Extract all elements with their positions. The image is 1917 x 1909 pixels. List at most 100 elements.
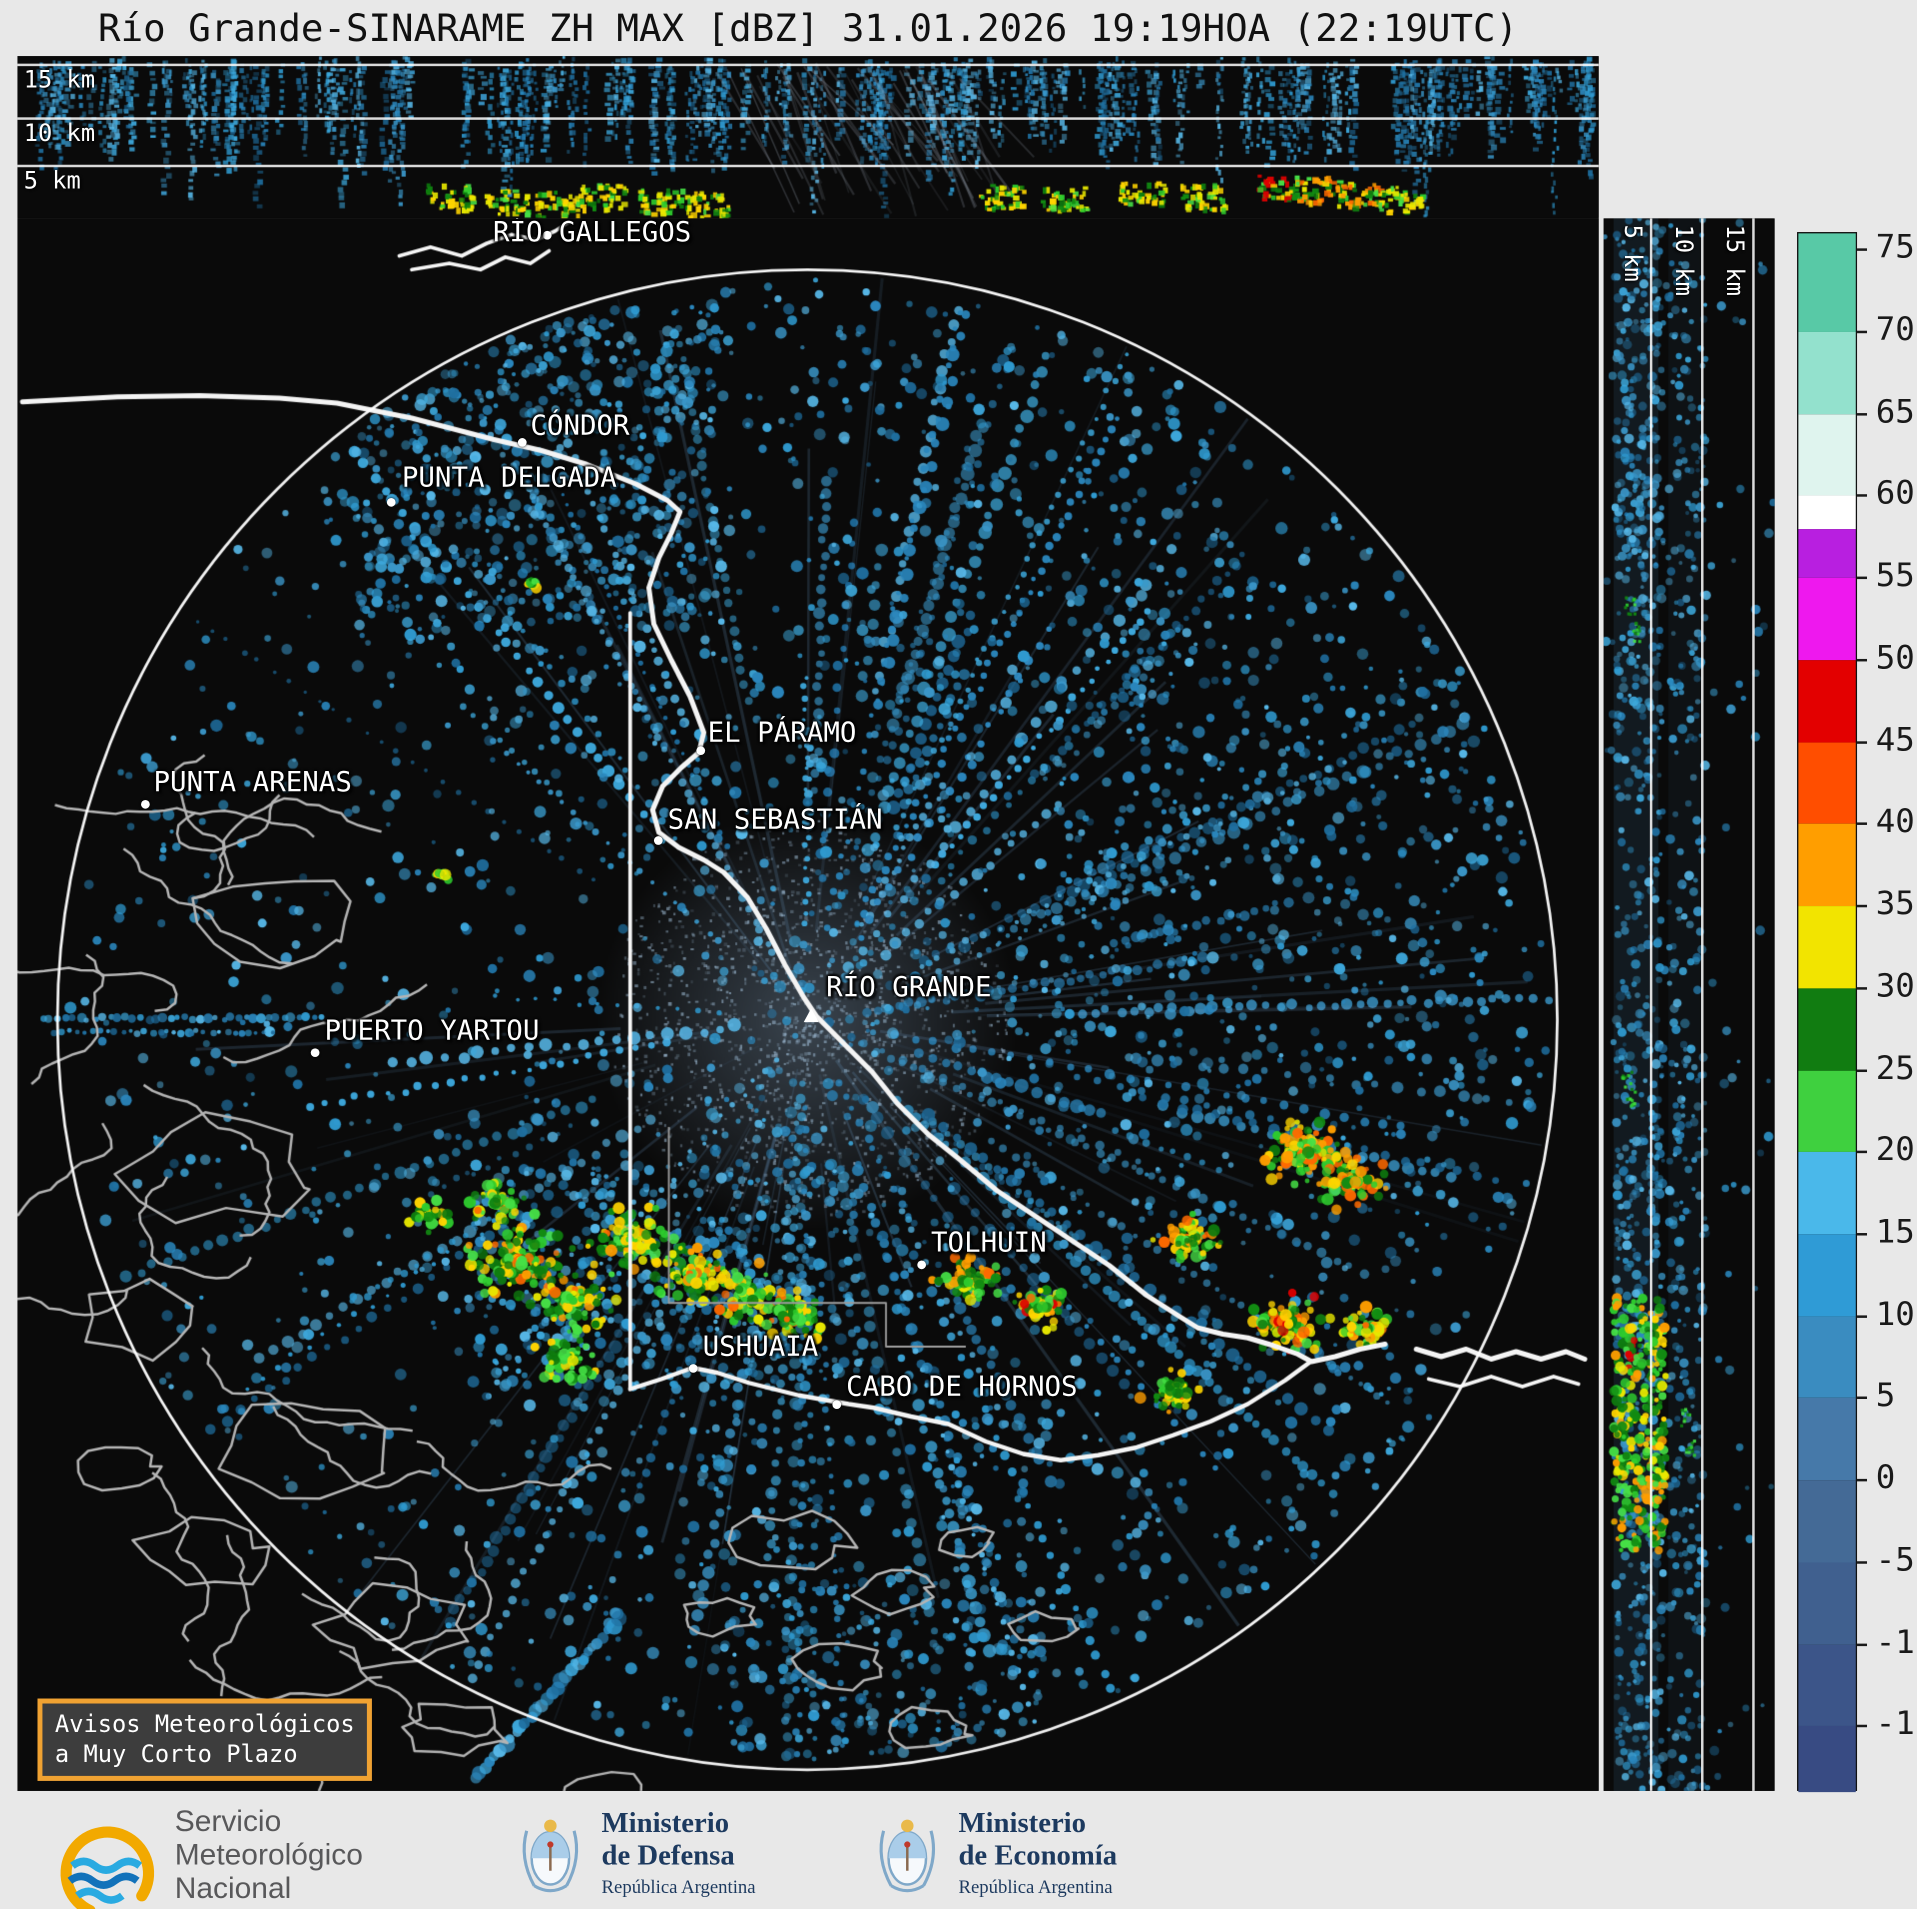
cross-section-top-panel: 15 km 10 km 5 km bbox=[17, 56, 1599, 219]
colorbar-tick bbox=[1857, 1643, 1868, 1646]
colorbar-tick bbox=[1857, 1561, 1868, 1564]
economia-line1: Ministerio bbox=[958, 1807, 1087, 1839]
defensa-line1: Ministerio bbox=[601, 1807, 730, 1839]
colorbar-tick bbox=[1857, 412, 1868, 416]
city-label: CABO DE HORNOS bbox=[846, 1371, 1078, 1403]
warning-banner: Avisos Meteorológicos a Muy Corto Plazo bbox=[37, 1698, 373, 1781]
coat-of-arms-icon bbox=[879, 1819, 936, 1893]
colorbar-tick bbox=[1857, 822, 1868, 826]
height-gridline bbox=[1649, 218, 1653, 1791]
colorbar-tick-label: 60 bbox=[1875, 475, 1915, 513]
economia-line3: República Argentina bbox=[958, 1878, 1113, 1899]
colorbar-tick bbox=[1857, 576, 1868, 580]
economia-line2: de Economía bbox=[958, 1839, 1118, 1871]
radar-site-marker bbox=[803, 1008, 819, 1023]
city-label: TOLHUIN bbox=[931, 1228, 1047, 1260]
defensa-line2: de Defensa bbox=[601, 1839, 735, 1871]
colorbar-tick-label: -10 bbox=[1875, 1623, 1917, 1662]
city-label: CÓNDOR bbox=[530, 410, 630, 442]
colorbar-segment bbox=[1798, 1152, 1856, 1235]
colorbar-tick-label: 70 bbox=[1875, 311, 1915, 349]
city-dot bbox=[140, 799, 150, 809]
colorbar-tick-label: 0 bbox=[1875, 1459, 1896, 1498]
height-label: 5 km bbox=[23, 167, 81, 195]
colorbar-tick bbox=[1857, 1233, 1868, 1236]
colorbar-tick-label: 5 bbox=[1875, 1377, 1896, 1416]
colorbar-segment bbox=[1798, 233, 1856, 332]
colorbar-tick-label: 20 bbox=[1875, 1131, 1915, 1170]
colorbar-tick-label: 45 bbox=[1875, 721, 1915, 759]
colorbar-tick-label: 55 bbox=[1875, 557, 1915, 595]
height-gridline bbox=[17, 117, 1599, 120]
warning-line-1: Avisos Meteorológicos bbox=[54, 1711, 355, 1739]
city-dot bbox=[916, 1259, 926, 1269]
colorbar-segment bbox=[1798, 331, 1856, 414]
city-label: RÍO GALLEGOS bbox=[492, 218, 692, 249]
colorbar-segment bbox=[1798, 1234, 1856, 1317]
colorbar-tick-label: -5 bbox=[1875, 1541, 1915, 1580]
colorbar-segment bbox=[1798, 824, 1856, 907]
city-label: USHUAIA bbox=[702, 1331, 819, 1363]
city-dot bbox=[653, 835, 663, 845]
colorbar-tick bbox=[1857, 1479, 1868, 1482]
colorbar-segment bbox=[1798, 413, 1856, 496]
defensa-line3: República Argentina bbox=[601, 1878, 756, 1899]
colorbar-tick-label: -15 bbox=[1875, 1705, 1917, 1744]
city-dot bbox=[517, 437, 527, 447]
cross-section-top-canvas bbox=[17, 56, 1599, 219]
colorbar-tick bbox=[1857, 740, 1868, 744]
colorbar-tick bbox=[1857, 1150, 1868, 1154]
ppi-map-panel: Avisos Meteorológicos a Muy Corto Plazo … bbox=[17, 218, 1599, 1791]
colorbar-tick-label: 75 bbox=[1875, 229, 1915, 267]
height-gridline bbox=[17, 63, 1599, 67]
colorbar-tick bbox=[1857, 1315, 1868, 1318]
colorbar-tick-label: 30 bbox=[1875, 967, 1915, 1005]
smn-logo-block: Servicio Meteorológico Nacional Argentin… bbox=[57, 1804, 363, 1909]
city-label: EL PÁRAMO bbox=[707, 717, 857, 749]
colorbar-segment bbox=[1798, 1644, 1856, 1727]
defensa-logo-block: Ministerio de Defensa República Argentin… bbox=[517, 1807, 756, 1904]
city-dot bbox=[542, 230, 551, 239]
smn-logo-icon bbox=[60, 1826, 155, 1909]
colorbar-segment bbox=[1798, 1562, 1856, 1645]
cross-section-side-canvas bbox=[1603, 218, 1775, 1791]
city-label: SAN SEBASTIÁN bbox=[667, 804, 883, 837]
height-gridline bbox=[17, 164, 1599, 168]
colorbar-tick-label: 35 bbox=[1875, 885, 1915, 923]
city-label: PUERTO YARTOU bbox=[324, 1015, 540, 1048]
colorbar-segment bbox=[1798, 495, 1856, 529]
height-label: 15 km bbox=[1720, 224, 1749, 297]
colorbar-tick bbox=[1857, 330, 1868, 334]
colorbar-tick bbox=[1857, 986, 1868, 990]
colorbar-tick bbox=[1857, 1725, 1868, 1728]
city-label: PUNTA ARENAS bbox=[153, 767, 352, 799]
colorbar-tick bbox=[1857, 658, 1868, 662]
colorbar-segment bbox=[1798, 528, 1856, 578]
colorbar-tick-label: 40 bbox=[1875, 803, 1915, 841]
warning-line-2: a Muy Corto Plazo bbox=[54, 1740, 298, 1769]
smn-name-line1: Servicio bbox=[174, 1804, 282, 1839]
colorbar-tick bbox=[1857, 494, 1868, 498]
colorbar-segment bbox=[1798, 1480, 1856, 1563]
colorbar-segment bbox=[1798, 988, 1856, 1071]
city-label: RÍO GRANDE bbox=[826, 972, 992, 1004]
colorbar-tick-label: 50 bbox=[1875, 639, 1915, 677]
colorbar-segment bbox=[1798, 577, 1856, 660]
colorbar-tick bbox=[1857, 1397, 1868, 1400]
colorbar-tick-label: 65 bbox=[1875, 393, 1915, 431]
colorbar-segment bbox=[1798, 1316, 1856, 1399]
colorbar-segment bbox=[1798, 742, 1856, 825]
smn-name-line2: Meteorológico bbox=[174, 1838, 363, 1872]
city-dot bbox=[688, 1363, 698, 1373]
colorbar-tick bbox=[1857, 248, 1868, 252]
colorbar-tick-label: 15 bbox=[1875, 1213, 1915, 1252]
economia-logo-block: Ministerio de Economía República Argenti… bbox=[874, 1807, 1118, 1904]
colorbar-tick-label: 10 bbox=[1875, 1295, 1915, 1334]
height-label: 5 km bbox=[1618, 224, 1647, 282]
height-gridline bbox=[1752, 218, 1755, 1791]
cross-section-side-panel: 5 km 10 km 15 km bbox=[1603, 218, 1775, 1791]
coat-of-arms-icon bbox=[522, 1819, 579, 1893]
colorbar-segment bbox=[1798, 1726, 1856, 1793]
radar-ppi-canvas bbox=[17, 218, 1599, 1791]
height-gridline bbox=[1701, 218, 1704, 1791]
